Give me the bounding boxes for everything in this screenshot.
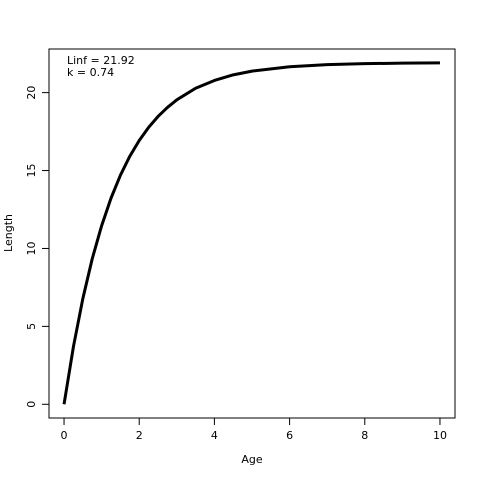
y-tick-label: 10 xyxy=(25,241,38,255)
plot-frame xyxy=(48,48,456,419)
x-tick-label: 10 xyxy=(433,429,447,442)
x-tick-label: 8 xyxy=(361,429,368,442)
x-tick-label: 0 xyxy=(61,429,68,442)
x-tick-label: 4 xyxy=(211,429,218,442)
x-tick-label: 6 xyxy=(286,429,293,442)
annotation: k = 0.74 xyxy=(67,66,114,79)
y-tick-label: 5 xyxy=(25,323,38,330)
y-tick-label: 15 xyxy=(25,164,38,178)
y-tick-label: 20 xyxy=(25,86,38,100)
line-series xyxy=(62,61,440,405)
x-axis-label: Age xyxy=(241,453,263,466)
x-tick-label: 2 xyxy=(136,429,143,442)
y-axis-label: Length xyxy=(2,214,15,252)
annotation: Linf = 21.92 xyxy=(67,54,135,67)
y-tick-label: 0 xyxy=(25,401,38,408)
